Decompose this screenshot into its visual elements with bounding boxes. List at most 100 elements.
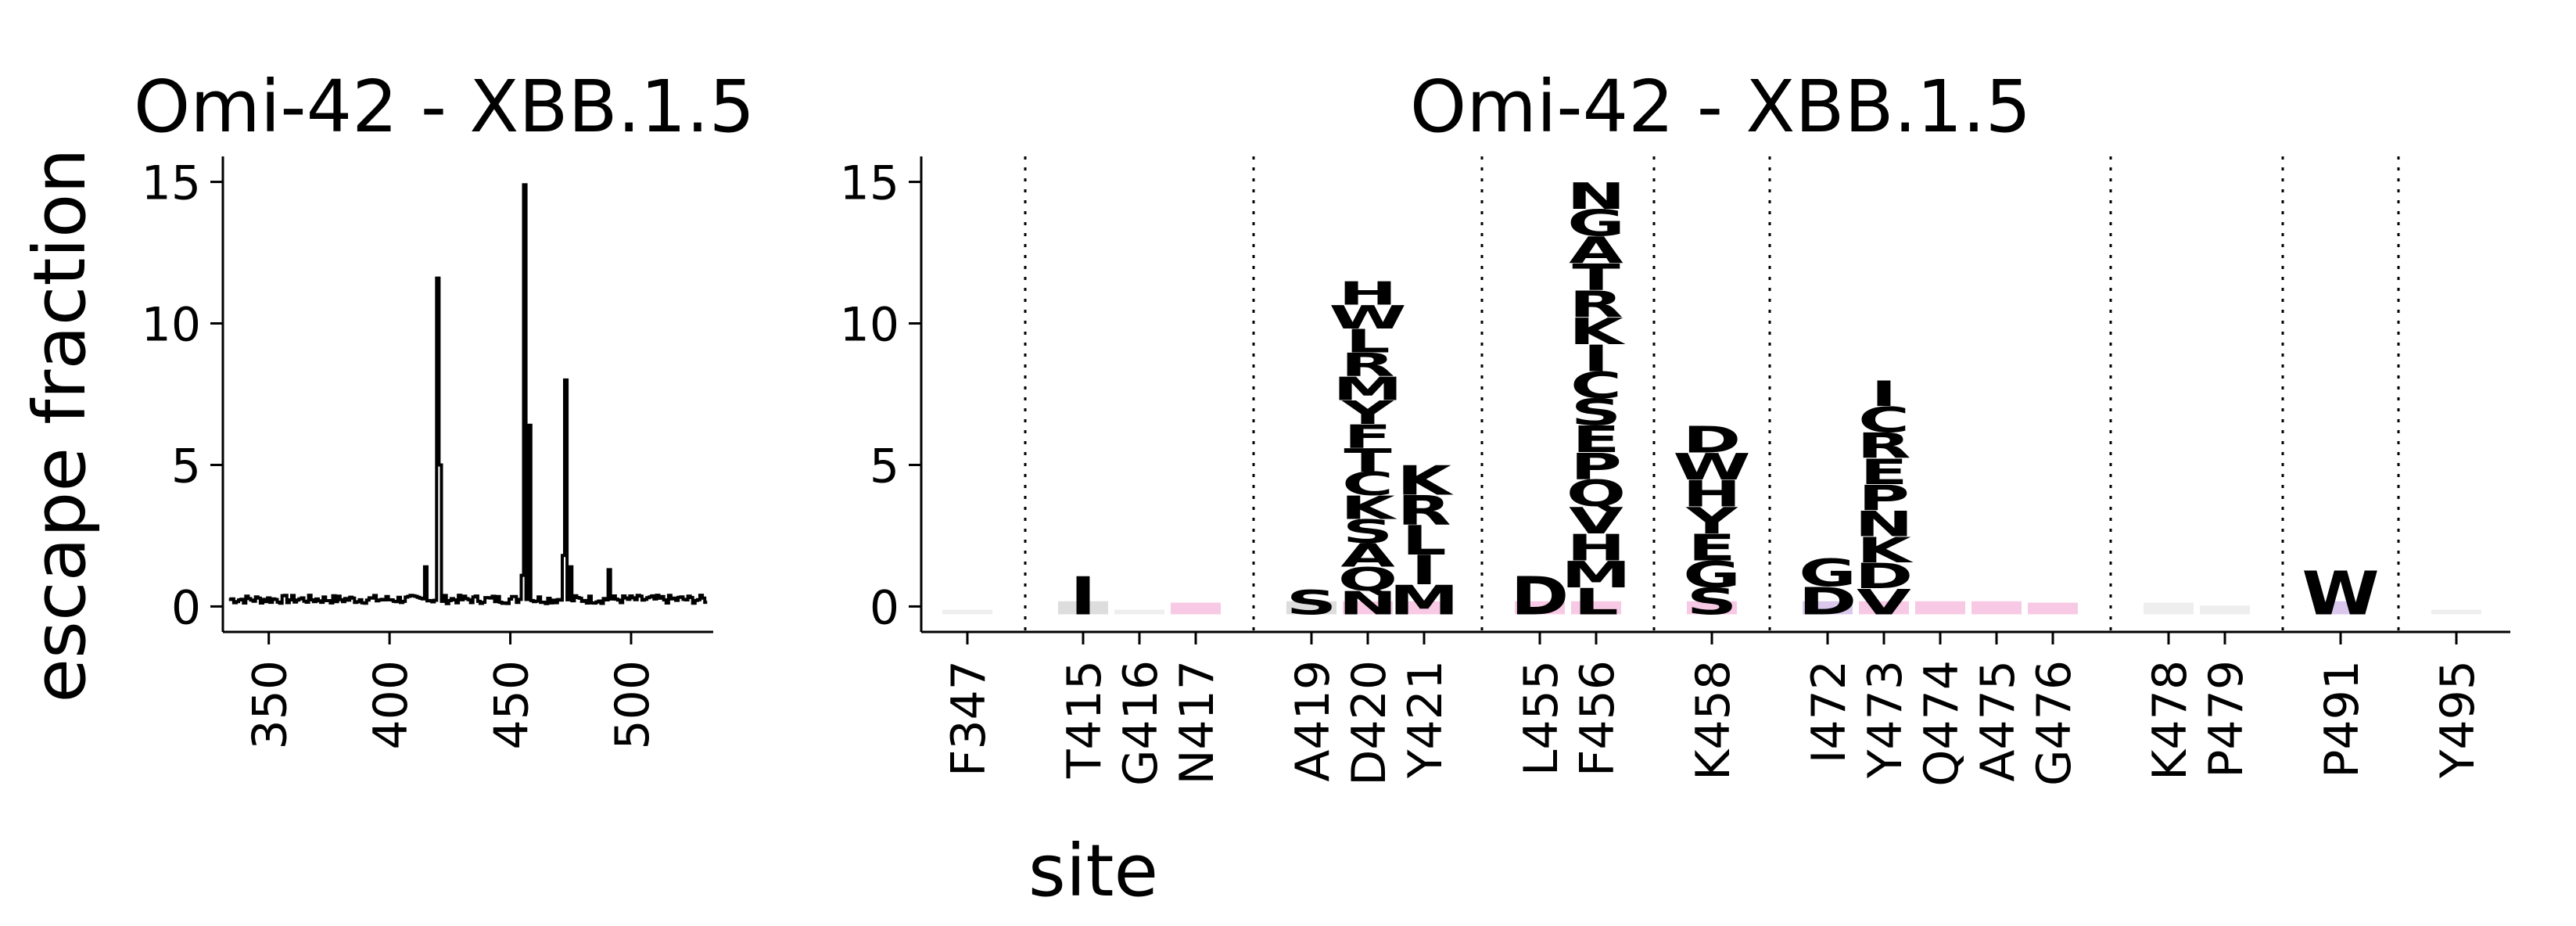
site-label: K478: [2143, 660, 2197, 781]
logo-letter-glyph: T: [1572, 257, 1620, 299]
logo-letter-glyph: D: [1511, 565, 1570, 626]
logo-letter: C: [1570, 364, 1622, 407]
logo-letter-glyph: T: [1344, 442, 1392, 479]
logo-letter: Y: [1685, 500, 1738, 542]
site-label: F347: [942, 660, 996, 777]
logo-letter: S: [1343, 514, 1394, 551]
logo-letter: V: [1857, 582, 1911, 623]
logo-residual: [2431, 609, 2481, 615]
logo-letter-glyph: Q: [1338, 562, 1397, 598]
logo-residual: [1286, 601, 1336, 615]
logo-letter: S: [1687, 581, 1738, 623]
logo-letter-glyph: A: [1569, 229, 1623, 271]
site-label: Y421: [1398, 660, 1453, 779]
logo-letter: C: [1858, 400, 1910, 440]
logo-letter-glyph: L: [1573, 581, 1618, 623]
logo-residual: [1687, 601, 1737, 615]
logo-letter: A: [1340, 537, 1395, 574]
logo-letter: W: [1673, 446, 1750, 488]
site-label: I472: [1802, 660, 1857, 763]
logo-letter-glyph: W: [1329, 300, 1406, 336]
y-tick-label: 5: [870, 439, 899, 494]
logo-letter-glyph: I: [1411, 547, 1437, 594]
x-tick-label: 400: [364, 660, 418, 750]
logo-letter-glyph: R: [1340, 347, 1394, 384]
logo-letter-glyph: Q: [1566, 472, 1627, 515]
logo-residual: [1171, 602, 1221, 615]
logo-residual: [2200, 605, 2250, 615]
site-label: L455: [1514, 660, 1569, 776]
logo-residual: [2028, 602, 2078, 615]
logo-letter: T: [1344, 442, 1392, 479]
logo-letter-glyph: H: [1566, 527, 1625, 569]
logo-letter: A: [1569, 229, 1623, 271]
logo-letter: H: [1682, 473, 1741, 515]
logo-letter-glyph: W: [2302, 558, 2379, 629]
y-tick-label: 10: [840, 298, 899, 353]
logo-letter-glyph: K: [1340, 490, 1397, 526]
logo-letter: N: [1338, 585, 1397, 622]
logo-letter: I: [1871, 374, 1896, 415]
logo-letter: M: [1333, 371, 1403, 407]
logo-letter: E: [1688, 527, 1735, 569]
logo-letter: G: [1567, 203, 1625, 245]
logo-letter-glyph: C: [1570, 364, 1622, 407]
logo-letter-glyph: P: [1858, 478, 1910, 519]
logo-letter: H: [1566, 527, 1625, 569]
logo-letter-glyph: S: [1286, 583, 1337, 623]
site-label: K458: [1686, 660, 1741, 781]
logo-letter-glyph: Y: [1685, 500, 1738, 542]
logo-letter: E: [1572, 418, 1620, 461]
logo-letter: K: [1397, 458, 1454, 505]
logo-letter-glyph: A: [1340, 537, 1395, 574]
site-label: N417: [1170, 660, 1225, 784]
logo-letter-glyph: G: [1799, 552, 1857, 596]
logo-letter: S: [1286, 583, 1337, 623]
logo-letter: Y: [1341, 394, 1394, 431]
site-label: Y473: [1858, 660, 1913, 779]
logo-letter: P: [1570, 446, 1622, 488]
logo-letter-glyph: I: [1070, 565, 1096, 626]
logo-letter-glyph: L: [1401, 518, 1446, 565]
site-label: P479: [2199, 660, 2254, 778]
site-label: T415: [1057, 660, 1112, 779]
logo-residual: [1343, 601, 1393, 615]
y-axis-label: escape fraction: [18, 148, 102, 702]
logo-letter-glyph: D: [1683, 419, 1742, 461]
logo-letter-glyph: N: [1338, 585, 1397, 622]
logo-letter: L: [1573, 581, 1618, 623]
logo-residual: [1859, 601, 1909, 615]
logo-letter: W: [1329, 300, 1406, 336]
logo-letter-glyph: R: [1857, 425, 1910, 466]
logo-letter: K: [1857, 529, 1914, 570]
site-label: A475: [1971, 660, 2025, 782]
y-tick-label: 0: [171, 580, 201, 635]
logo-letter: D: [1511, 565, 1570, 626]
logo-letter-glyph: I: [1583, 338, 1609, 380]
site-label: G476: [2027, 660, 2082, 786]
logo-letter-glyph: K: [1397, 458, 1454, 505]
logo-letter-glyph: P: [1570, 446, 1622, 488]
logo-residual: [1399, 601, 1449, 615]
logo-letter-glyph: E: [1572, 418, 1620, 461]
y-tick-label: 10: [142, 298, 201, 353]
site-label: P491: [2315, 660, 2370, 778]
x-tick-label: 450: [485, 660, 540, 750]
logo-residual: [1114, 609, 1164, 615]
logo-letter-glyph: C: [1342, 466, 1394, 503]
line-chart-title: Omi-42 - XBB.1.5: [134, 65, 755, 149]
logo-letter: R: [1857, 425, 1910, 466]
y-tick-label: 15: [142, 156, 201, 211]
logo-letter-glyph: L: [1345, 323, 1390, 360]
logo-letter-glyph: D: [1855, 556, 1914, 597]
logo-letter: S: [1571, 392, 1622, 434]
x-tick-label: 350: [243, 660, 298, 750]
logo-letter: V: [1569, 500, 1623, 542]
logo-letter-glyph: M: [1333, 371, 1403, 407]
y-tick-label: 0: [870, 580, 899, 635]
logo-letter-glyph: H: [1682, 473, 1741, 515]
site-label: F456: [1570, 660, 1625, 777]
logo-letter: I: [1411, 547, 1437, 594]
